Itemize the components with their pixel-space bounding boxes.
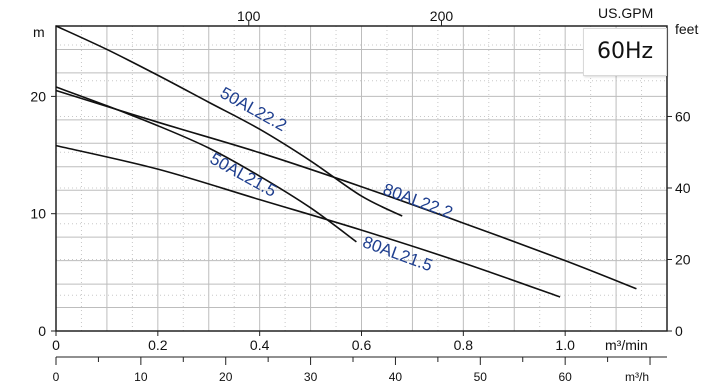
x-secondary-label: m³/h <box>625 370 649 384</box>
frequency-label: 60Hz <box>596 39 654 64</box>
y-left-tick-label: 0 <box>38 323 46 339</box>
curve-50al22-2 <box>55 25 403 217</box>
series-label-80al22-2: 80AL22.2 <box>380 180 455 223</box>
y-left-tick-label: 20 <box>30 88 46 104</box>
series-label-50al22-2: 50AL22.2 <box>217 83 290 135</box>
x-main-tick-label: 0.4 <box>250 337 270 353</box>
x-secondary-tick-label: 30 <box>304 370 318 384</box>
frequency-badge: 60Hz <box>583 28 667 76</box>
x-main-tick-label: 0.2 <box>148 337 168 353</box>
y-left-label: m <box>33 24 45 40</box>
x-secondary-tick-label: 20 <box>219 370 233 384</box>
chart-grid <box>56 26 667 331</box>
x-main-label: m³/min <box>605 337 648 353</box>
y-right-label: feet <box>675 21 698 37</box>
x-secondary-tick-label: 40 <box>389 370 403 384</box>
curve-80al21-5 <box>55 144 561 298</box>
y-right-tick-label: 60 <box>675 108 691 124</box>
x-main-tick-label: 1.0 <box>555 337 575 353</box>
x-main-tick-label: 0.6 <box>352 337 372 353</box>
y-right-tick-label: 40 <box>675 180 691 196</box>
x-secondary-tick-label: 50 <box>474 370 488 384</box>
series-label-80al21-5: 80AL21.5 <box>360 232 435 275</box>
x-main-tick-label: 0 <box>52 337 60 353</box>
x-top-label: US.GPM <box>598 5 653 21</box>
chart-series-labels: 50AL22.2 50AL21.5 80AL22.2 80AL21.5 <box>207 83 456 275</box>
x-secondary-tick-label: 60 <box>558 370 572 384</box>
curve-80al22-2 <box>55 89 637 290</box>
x-top-tick-label: 100 <box>237 8 261 24</box>
series-label-50al21-5: 50AL21.5 <box>207 149 280 201</box>
curve-50al21-5 <box>55 86 357 243</box>
y-right-tick-label: 0 <box>675 323 683 339</box>
x-secondary-tick-label: 10 <box>134 370 148 384</box>
x-top-tick-label: 200 <box>430 8 454 24</box>
y-left-tick-label: 10 <box>30 206 46 222</box>
chart-curves <box>55 25 637 298</box>
y-right-tick-label: 20 <box>675 251 691 267</box>
x-secondary-tick-label: 0 <box>53 370 60 384</box>
x-main-tick-label: 0.8 <box>454 337 474 353</box>
